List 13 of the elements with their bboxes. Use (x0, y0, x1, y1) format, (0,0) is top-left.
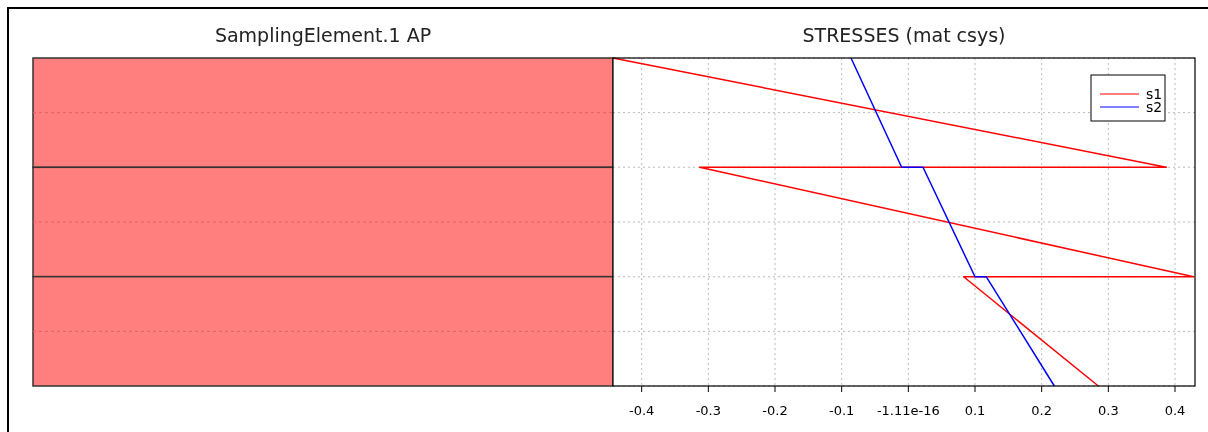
x-tick-label: 0.1 (964, 403, 986, 418)
x-tick-label: -1.11e-16 (876, 403, 940, 418)
x-tick-label: -0.1 (828, 403, 855, 418)
x-tick-label: 0.4 (1164, 403, 1186, 418)
legend-label: s2 (1146, 99, 1163, 115)
x-tick-label: -0.3 (695, 403, 722, 418)
x-tick-label: -0.2 (762, 403, 788, 418)
text: SamplingElement.1 AP (214, 24, 432, 46)
legend-label: s1 (1146, 86, 1163, 102)
x-tick-label: -0.4 (628, 403, 655, 418)
chart-title: STRESSES (mat csys) (802, 24, 1006, 46)
x-tick-label: 0.3 (1097, 403, 1119, 418)
x-tick-label: 0.2 (1031, 403, 1053, 418)
